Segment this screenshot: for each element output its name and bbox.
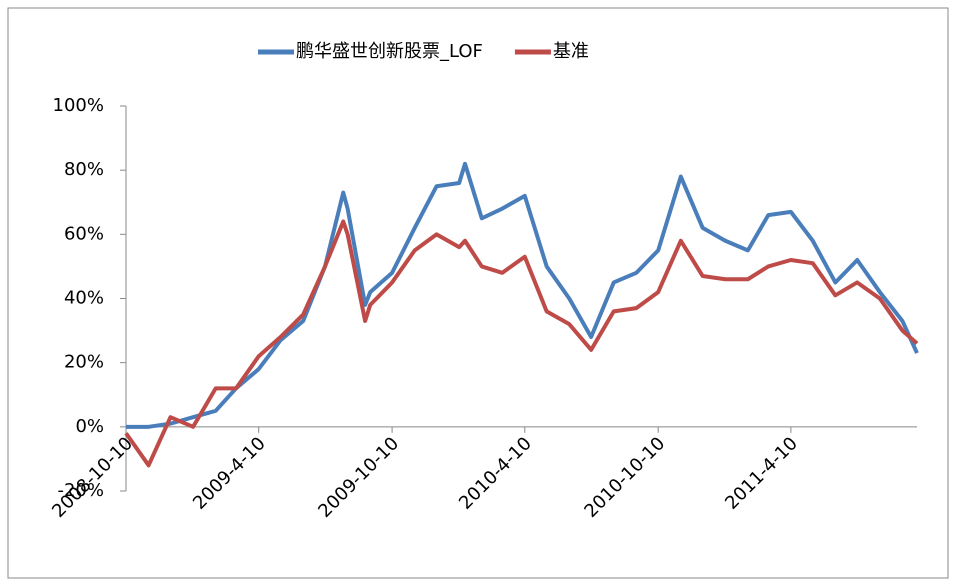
y-tick-label: 100% [53, 95, 104, 116]
legend-label: 鹏华盛世创新股票_LOF [296, 41, 483, 62]
y-tick-label: 20% [64, 352, 104, 373]
y-tick-label: 40% [64, 288, 104, 309]
series-line [124, 219, 919, 468]
legend-label: 基准 [553, 41, 589, 62]
y-tick-label: 0% [75, 416, 104, 437]
y-tick-label: 60% [64, 223, 104, 244]
series-line [126, 161, 919, 429]
y-tick-label: 80% [64, 159, 104, 180]
y-tick-label: -20% [57, 480, 104, 501]
chart-border [7, 7, 949, 579]
